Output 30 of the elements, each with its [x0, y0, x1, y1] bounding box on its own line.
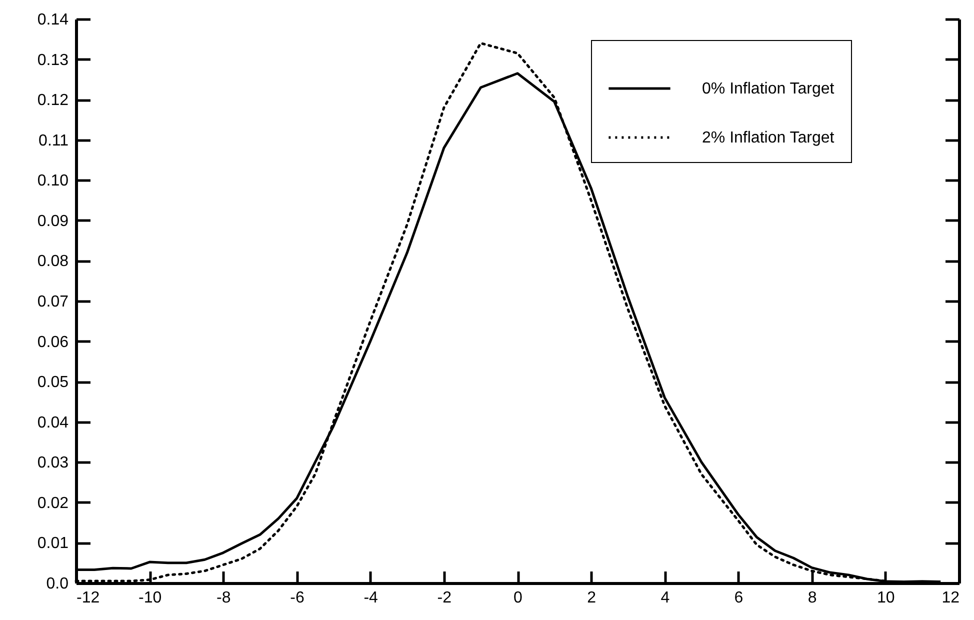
x-tick-label: -2 — [437, 590, 452, 606]
x-tick-label: -10 — [138, 590, 162, 606]
legend-label: 2% Inflation Target — [702, 130, 835, 146]
x-tick-label: -4 — [364, 590, 378, 606]
x-tick-label: -8 — [216, 590, 231, 606]
y-tick-label: 0.11 — [38, 132, 69, 150]
y-tick-label: 0.02 — [37, 494, 69, 512]
legend-label: 0% Inflation Target — [702, 80, 835, 98]
y-tick-label: 0.07 — [37, 294, 69, 310]
x-tick-label: 4 — [660, 590, 670, 606]
x-tick-label: 2 — [587, 590, 596, 606]
x-tick-label: 6 — [734, 590, 744, 606]
y-tick-label: 0.12 — [37, 92, 69, 110]
y-tick-label: 0.13 — [37, 52, 69, 69]
y-tick-label: 0.0 — [46, 576, 69, 592]
x-tick-label: -6 — [290, 590, 304, 606]
y-tick-label: 0.06 — [37, 334, 69, 351]
x-tick-label: 8 — [808, 590, 817, 606]
x-tick-label: 12 — [942, 590, 960, 606]
y-tick-label: 0.08 — [37, 253, 69, 270]
x-tick-label: -12 — [76, 590, 100, 606]
x-tick-label: 10 — [877, 590, 895, 606]
y-tick-label: 0.10 — [37, 172, 69, 190]
y-tick-label: 0.09 — [37, 212, 69, 230]
y-tick-label: 0.04 — [37, 414, 69, 432]
y-tick-label: 0.14 — [37, 12, 69, 28]
x-tick-label: 0 — [514, 590, 523, 606]
y-tick-label: 0.03 — [37, 454, 69, 472]
y-tick-label: 0.01 — [37, 535, 69, 552]
y-tick-label: 0.05 — [37, 374, 69, 392]
